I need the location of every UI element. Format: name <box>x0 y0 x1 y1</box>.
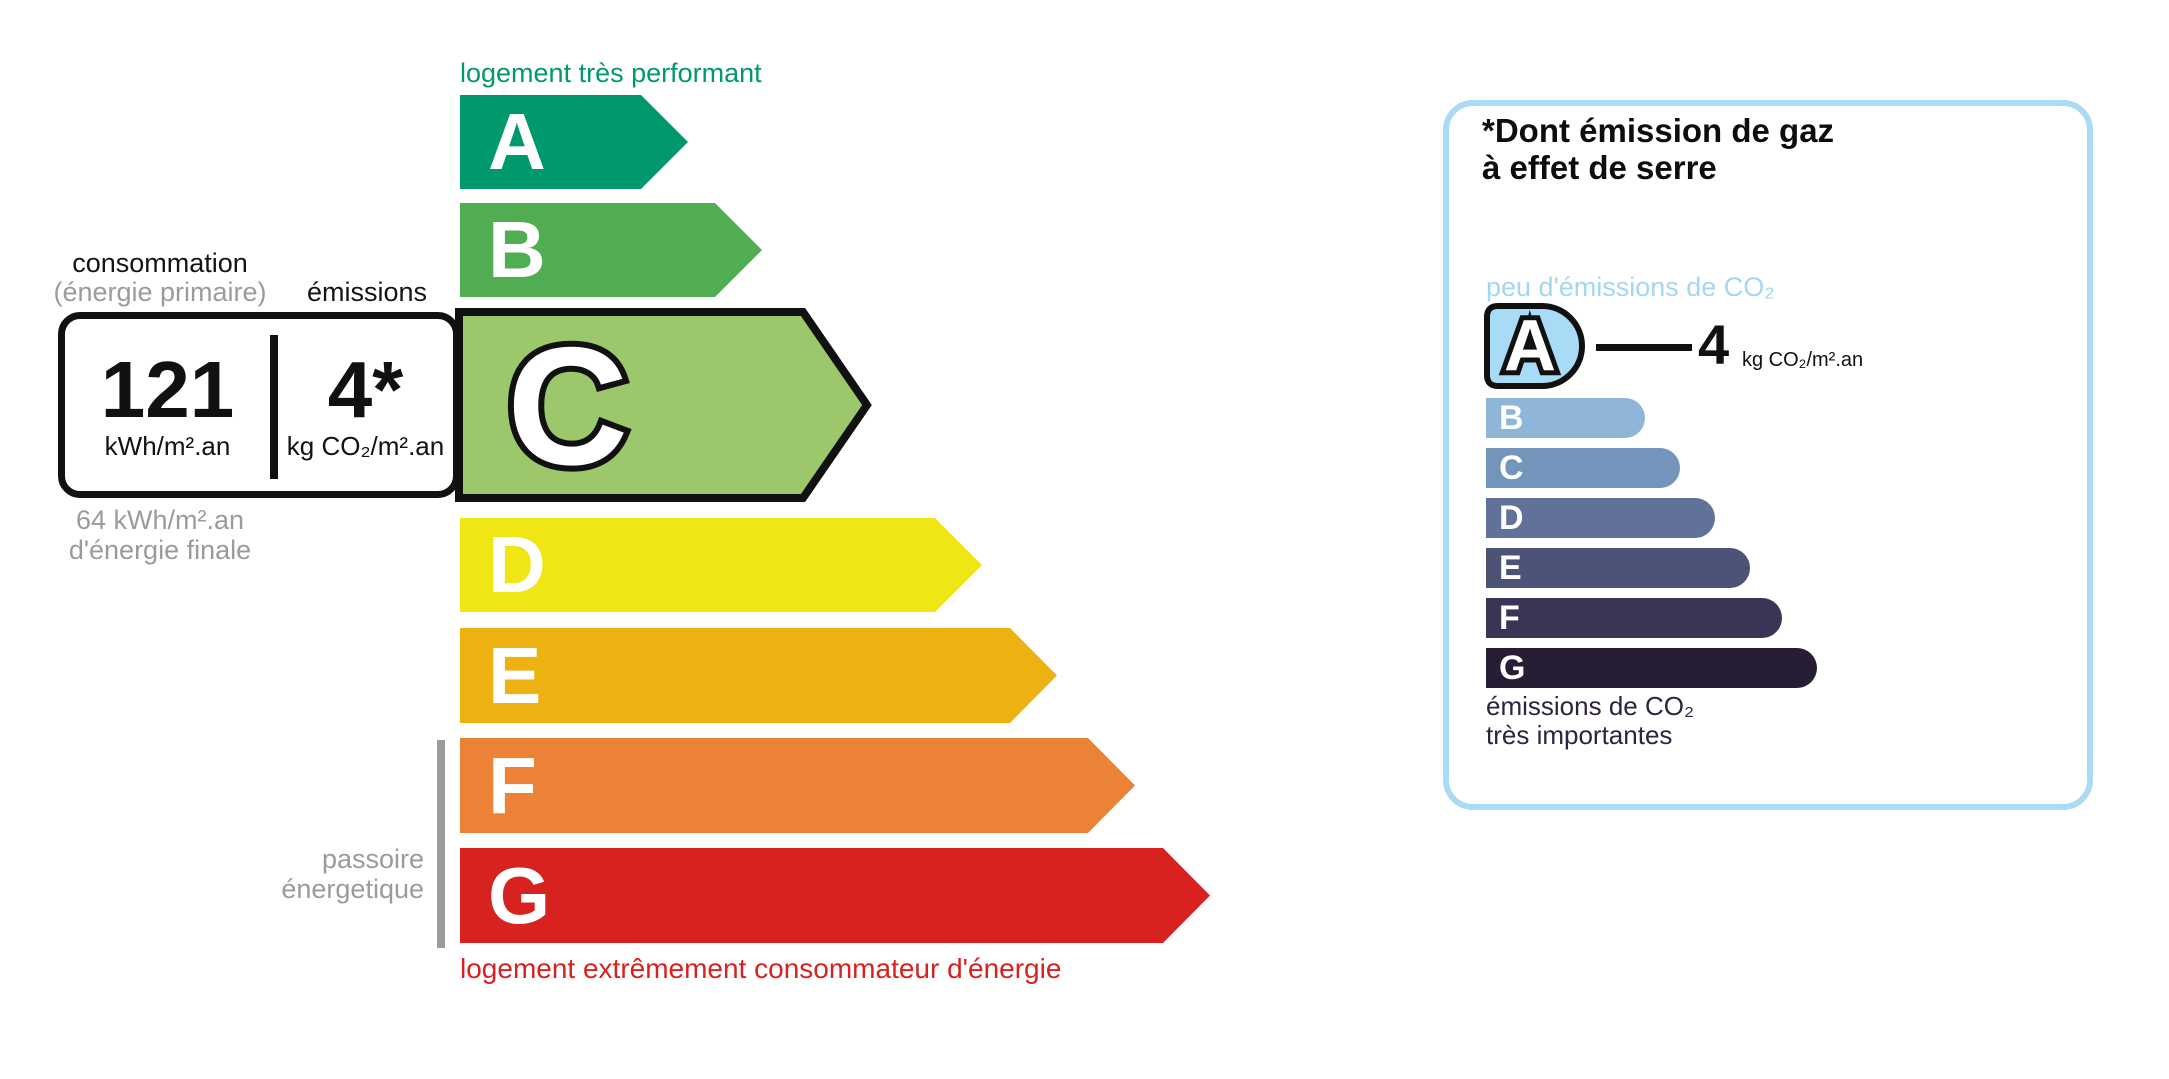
co2-value-connector-line <box>1596 344 1692 351</box>
consumption-label: consommation <box>72 248 248 278</box>
co2-bar-f-letter: F <box>1499 599 1520 637</box>
energy-bar-f: F <box>460 738 1135 833</box>
co2-bar-c: C <box>1486 448 1680 488</box>
co2-low-emissions-label: peu d'émissions de CO₂ <box>1486 272 1775 302</box>
energy-sieve-label: passoire énergetique <box>160 844 424 904</box>
energy-bar-e: E <box>460 628 1057 723</box>
energy-bar-b: B <box>460 203 762 297</box>
score-box-divider <box>270 335 278 479</box>
co2-bar-f: F <box>1486 598 1782 638</box>
energy-bar-d-letter: D <box>488 520 546 609</box>
energy-sieve-marker-bar <box>437 740 445 948</box>
energy-bar-c-letter: C <box>507 312 628 500</box>
co2-panel-title-line2: à effet de serre <box>1482 149 1717 186</box>
co2-bar-e: E <box>1486 548 1750 588</box>
co2-high-emissions-line1: émissions de CO₂ <box>1486 691 1695 721</box>
emissions-value: 4* <box>327 344 404 434</box>
energy-bar-c-selected: C <box>455 308 872 502</box>
score-box: 121 kWh/m².an 4* kg CO₂/m².an <box>58 312 460 498</box>
co2-bar-b-letter: B <box>1499 399 1524 437</box>
consumption-unit: kWh/m².an <box>104 430 231 461</box>
co2-grade-a-shape <box>1484 303 1585 389</box>
co2-bar-g: G <box>1486 648 1817 688</box>
co2-grade-a-badge: A <box>1484 303 1585 391</box>
co2-value: 4 <box>1698 313 1730 376</box>
co2-panel-title: *Dont émission de gaz à effet de serre <box>1482 112 1834 186</box>
consumption-value: 121 <box>100 344 235 434</box>
co2-bar-d-letter: D <box>1499 499 1524 537</box>
co2-grade-a-letter: A <box>1504 306 1556 386</box>
co2-bar-b: B <box>1486 398 1645 438</box>
emissions-label: émissions <box>306 277 428 307</box>
energy-bar-a: A <box>460 95 688 189</box>
energy-bar-e-letter: E <box>488 630 542 720</box>
final-energy-note: 64 kWh/m².an d'énergie finale <box>45 505 275 565</box>
co2-bar-c-letter: C <box>1499 449 1524 487</box>
energy-bar-f-letter: F <box>488 740 537 830</box>
co2-panel-title-line1: *Dont émission de gaz <box>1482 112 1835 149</box>
top-performance-label: logement très performant <box>460 58 762 88</box>
emissions-cell: 4* kg CO₂/m².an <box>278 319 453 491</box>
primary-energy-sublabel: (énergie primaire) <box>53 277 267 307</box>
co2-bar-g-letter: G <box>1499 649 1526 687</box>
energy-sieve-label-line2: énergetique <box>281 874 424 904</box>
consumption-cell: 121 kWh/m².an <box>65 319 270 491</box>
energy-bar-b-letter: B <box>488 205 546 294</box>
energy-bar-g: G <box>460 848 1210 943</box>
co2-bar-e-letter: E <box>1499 549 1522 587</box>
final-energy-line1: 64 kWh/m².an <box>75 505 245 535</box>
energy-bar-a-letter: A <box>488 97 546 186</box>
energy-sieve-label-line1: passoire <box>321 844 424 874</box>
co2-high-emissions-line2: très importantes <box>1486 720 1673 750</box>
energy-bar-g-letter: G <box>488 850 551 940</box>
co2-value-unit: kg CO₂/m².an <box>1742 349 1864 371</box>
co2-high-emissions-label: émissions de CO₂ très importantes <box>1486 692 1694 750</box>
emissions-unit: kg CO₂/m².an <box>286 430 445 461</box>
bottom-consumption-label: logement extrêmement consommateur d'éner… <box>460 953 1062 984</box>
energy-bar-d: D <box>460 518 982 612</box>
final-energy-line2: d'énergie finale <box>68 535 252 565</box>
co2-bar-d: D <box>1486 498 1715 538</box>
